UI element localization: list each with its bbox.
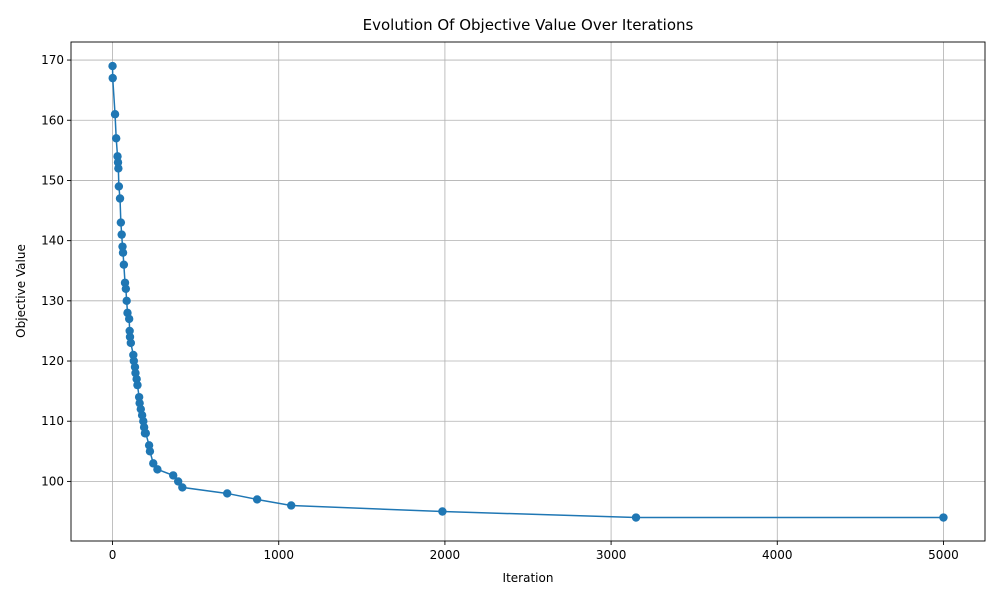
data-point xyxy=(108,61,117,71)
data-point xyxy=(153,465,162,474)
y-axis-label: Objective Value xyxy=(14,244,28,338)
data-point xyxy=(286,501,296,510)
x-tick-label: 5000 xyxy=(928,548,959,562)
y-tick-label: 100 xyxy=(41,474,64,488)
y-tick-label: 110 xyxy=(41,414,64,428)
series-line xyxy=(111,66,944,519)
data-point xyxy=(134,392,144,402)
data-point xyxy=(169,471,178,480)
x-axis-label: Iteration xyxy=(503,571,554,585)
data-point xyxy=(129,350,138,360)
data-point xyxy=(110,110,120,119)
data-point xyxy=(115,194,125,203)
chart-title: Evolution Of Objective Value Over Iterat… xyxy=(363,16,694,34)
data-point xyxy=(108,73,117,83)
data-point xyxy=(116,218,126,227)
x-tick-label: 2000 xyxy=(430,548,461,562)
y-tick-label: 140 xyxy=(41,234,64,248)
data-point xyxy=(122,296,131,306)
data-point xyxy=(141,429,150,438)
y-tick-label: 170 xyxy=(41,53,64,67)
data-point xyxy=(173,477,183,486)
data-point xyxy=(118,248,128,257)
data-point xyxy=(124,314,134,324)
data-point xyxy=(119,260,129,269)
data-point xyxy=(126,338,136,348)
x-tick-label: 0 xyxy=(109,548,117,562)
data-point xyxy=(118,242,127,251)
tick-layer: 0 1000 2000 3000 4000 5000 100 110 120 130 140 150 1… xyxy=(41,53,959,562)
series-layer xyxy=(108,61,948,522)
x-tick-label: 3000 xyxy=(596,548,627,562)
data-point xyxy=(117,230,126,239)
data-point xyxy=(252,495,262,504)
data-point xyxy=(438,507,447,516)
y-tick-label: 150 xyxy=(41,173,64,187)
data-point xyxy=(130,362,140,372)
data-point xyxy=(112,134,121,143)
data-point xyxy=(145,447,155,456)
grid-layer xyxy=(71,42,985,541)
data-point xyxy=(149,459,158,468)
data-point xyxy=(939,513,948,522)
y-tick-label: 160 xyxy=(41,113,64,127)
data-point xyxy=(125,326,134,336)
data-point xyxy=(133,380,142,390)
data-point xyxy=(113,158,123,167)
data-point xyxy=(121,284,131,293)
x-tick-label: 4000 xyxy=(762,548,793,562)
data-point xyxy=(114,182,124,191)
y-tick-label: 130 xyxy=(41,294,64,308)
x-tick-label: 1000 xyxy=(263,548,294,562)
y-tick-label: 120 xyxy=(41,354,64,368)
data-point xyxy=(223,489,232,498)
data-point xyxy=(178,483,187,492)
data-point xyxy=(631,513,641,522)
plot-frame xyxy=(70,41,986,542)
data-point xyxy=(113,152,122,161)
data-point xyxy=(114,164,123,173)
